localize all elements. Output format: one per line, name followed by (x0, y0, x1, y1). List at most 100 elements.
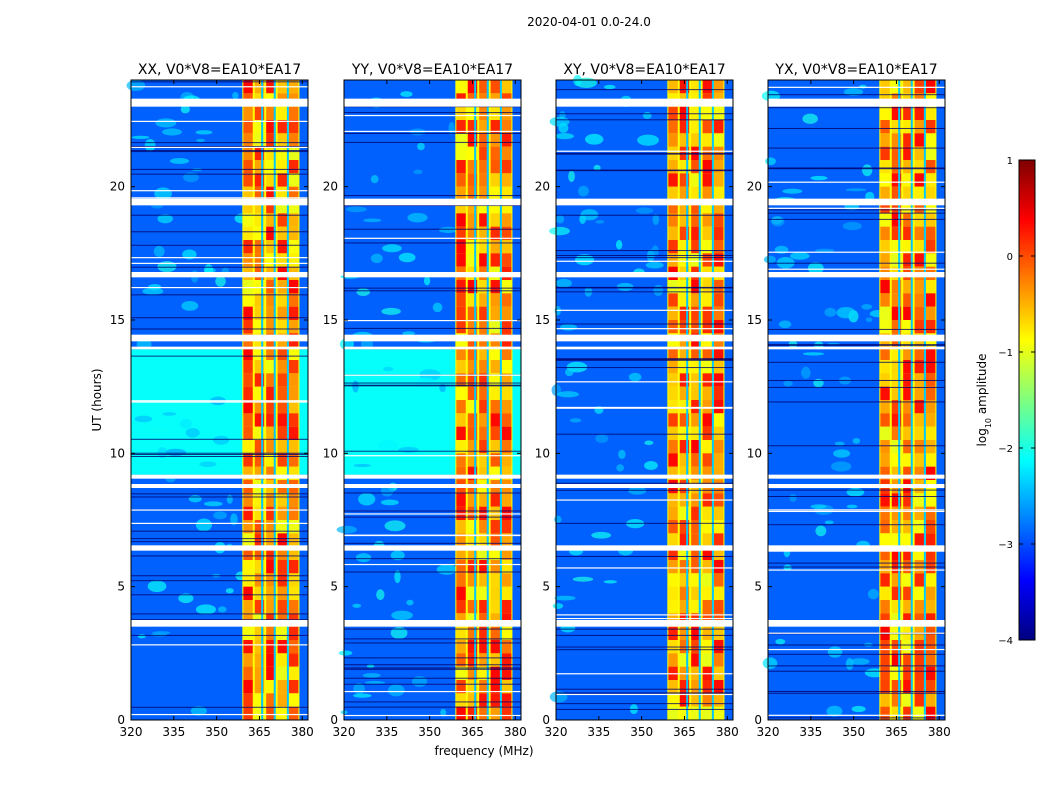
heatmap-band-cell (243, 120, 253, 134)
heatmap-flag-line (131, 266, 308, 268)
heatmap-band-cell (243, 493, 253, 507)
heatmap-band-cell (926, 200, 936, 214)
heatmap-flag-line (556, 358, 733, 360)
heatmap-band-cell (702, 600, 713, 614)
heatmap-band-cell (668, 360, 678, 374)
heatmap-band-cell (490, 240, 501, 254)
heatmap-band-cell (903, 80, 913, 94)
heatmap-band-cell (467, 413, 478, 427)
heatmap-gap (131, 484, 308, 488)
panel-3: XY, V0*V8=EA10*EA17 320 335 350 365 380 0 5 10 15… (535, 62, 739, 739)
heatmap-band-cell (903, 320, 913, 334)
heatmap-band-cell (502, 546, 512, 560)
heatmap-band-cell (914, 240, 925, 254)
heatmap-band-cell (914, 666, 925, 680)
heatmap-band-cell (502, 560, 512, 574)
heatmap-noise-blob (157, 214, 173, 224)
heatmap-band-cell (289, 346, 299, 360)
heatmap-noise-blob (144, 138, 156, 152)
heatmap-band-cell (502, 693, 512, 707)
heatmap-noise-blob (554, 595, 576, 601)
heatmap-band-cell (490, 106, 501, 120)
heatmap-band-cell (880, 173, 890, 187)
heatmap-band-cell (679, 240, 690, 254)
heatmap-band-cell (277, 186, 288, 200)
heatmap-band-cell (467, 293, 478, 307)
heatmap-flag-line (131, 142, 308, 144)
heatmap-band-cell (926, 586, 936, 600)
y-tick-label: 15 (323, 313, 338, 327)
heatmap-band-cell (254, 386, 265, 400)
heatmap-flag-line (131, 231, 308, 233)
heatmap-band-cell (456, 240, 466, 254)
heatmap-band-cell (668, 533, 678, 547)
heatmap-band-cell (456, 440, 466, 454)
heatmap-band-cell (502, 293, 512, 307)
heatmap-band-cell (714, 360, 724, 374)
heatmap-noise-blob (865, 317, 873, 323)
heatmap-band-cell (903, 186, 913, 200)
heatmap-band-cell (277, 386, 288, 400)
heatmap-flag-line (344, 706, 521, 708)
heatmap-band-cell (691, 373, 701, 387)
heatmap-band-cell (926, 493, 936, 507)
heatmap-gap (344, 98, 521, 107)
heatmap-band-cell (926, 506, 936, 520)
heatmap-noise-blob (555, 133, 575, 140)
heatmap-band-cell (691, 240, 701, 254)
heatmap-band-cell (668, 320, 678, 334)
heatmap-noise-blob (413, 169, 423, 175)
heatmap-flag-line (768, 212, 945, 214)
heatmap-noise-blob (417, 142, 425, 151)
heatmap-band-cell (456, 160, 466, 174)
heatmap-band-cell (914, 520, 925, 534)
heatmap-band-cell (479, 280, 489, 294)
heatmap-band-cell (502, 133, 512, 147)
heatmap-band-cell (254, 413, 265, 427)
heatmap-band-cell (254, 280, 265, 294)
heatmap-noise-blob (615, 239, 623, 250)
heatmap-flag-line (556, 649, 733, 651)
heatmap-band-cell (243, 373, 253, 387)
heatmap-band-cell (714, 240, 724, 254)
heatmap-flag-line (131, 496, 308, 498)
heatmap-band-cell (702, 226, 713, 240)
heatmap-noise-blob (763, 255, 776, 264)
heatmap-noise-blob (824, 307, 837, 317)
heatmap-band-cell (702, 466, 713, 480)
heatmap-noise-blob (448, 121, 455, 135)
heatmap-noise-blob (203, 501, 223, 507)
heatmap-band-cell (490, 626, 501, 640)
heatmap-gap-thin (556, 485, 733, 487)
heatmap-band-cell (266, 600, 276, 614)
heatmap-band-cell (243, 400, 253, 414)
x-axis-label: frequency (MHz) (434, 744, 533, 758)
heatmap-band-cell (679, 453, 690, 467)
heatmap-channel-line (286, 80, 289, 720)
heatmap-band-cell (714, 213, 724, 227)
heatmap-band-cell (926, 520, 936, 534)
heatmap-flag-line (768, 262, 945, 264)
heatmap-noise-blob (131, 135, 150, 140)
heatmap-gap-thin (131, 146, 308, 149)
heatmap-band-cell (691, 400, 701, 414)
heatmap-band-cell (266, 560, 276, 574)
heatmap-band-cell (914, 280, 925, 294)
heatmap-band-cell (289, 453, 299, 467)
heatmap-gap (131, 545, 308, 551)
heatmap-band-cell (456, 533, 466, 547)
panel-2: YY, V0*V8=EA10*EA17 320 335 350 365 380 0 5 10 15… (323, 62, 527, 739)
heatmap-band-cell (926, 240, 936, 254)
heatmap-noise-blob (652, 214, 660, 226)
heatmap-band-cell (502, 466, 512, 480)
heatmap-band-cell (479, 706, 489, 720)
heatmap-band-cell (467, 493, 478, 507)
heatmap-noise-blob (790, 252, 810, 260)
heatmap-band-cell (691, 386, 701, 400)
heatmap-flag-line (768, 147, 945, 149)
heatmap-band-cell (691, 173, 701, 187)
heatmap-band-cell (456, 653, 466, 667)
heatmap-flag-line (768, 401, 945, 403)
x-tick-label: 320 (545, 725, 568, 739)
heatmap-gap-thin (131, 522, 308, 524)
